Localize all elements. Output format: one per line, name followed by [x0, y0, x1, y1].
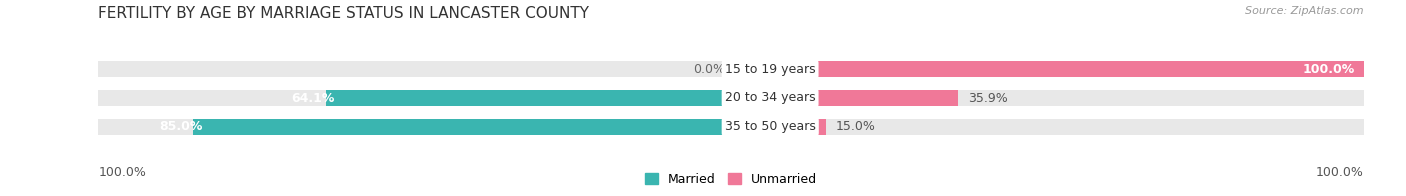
Bar	[731, 119, 827, 135]
Text: 100.0%: 100.0%	[98, 166, 146, 179]
Text: 15.0%: 15.0%	[835, 120, 876, 133]
Text: 20 to 34 years: 20 to 34 years	[725, 92, 815, 104]
Text: 85.0%: 85.0%	[159, 120, 202, 133]
Bar	[731, 119, 1364, 135]
Text: Source: ZipAtlas.com: Source: ZipAtlas.com	[1246, 6, 1364, 16]
Text: 100.0%: 100.0%	[1316, 166, 1364, 179]
Bar	[98, 61, 731, 77]
Bar	[731, 90, 1364, 106]
Bar	[731, 61, 1364, 77]
Bar	[194, 119, 731, 135]
Bar	[731, 90, 959, 106]
Text: FERTILITY BY AGE BY MARRIAGE STATUS IN LANCASTER COUNTY: FERTILITY BY AGE BY MARRIAGE STATUS IN L…	[98, 6, 589, 21]
Bar	[98, 119, 731, 135]
Bar	[731, 61, 1364, 77]
Text: 64.1%: 64.1%	[291, 92, 335, 104]
Text: 100.0%: 100.0%	[1302, 63, 1354, 76]
Text: 35.9%: 35.9%	[967, 92, 1008, 104]
Bar	[326, 90, 731, 106]
Text: 35 to 50 years: 35 to 50 years	[725, 120, 815, 133]
Text: 15 to 19 years: 15 to 19 years	[725, 63, 815, 76]
Bar	[98, 90, 731, 106]
Text: 0.0%: 0.0%	[693, 63, 725, 76]
Legend: Married, Unmarried: Married, Unmarried	[645, 173, 817, 186]
